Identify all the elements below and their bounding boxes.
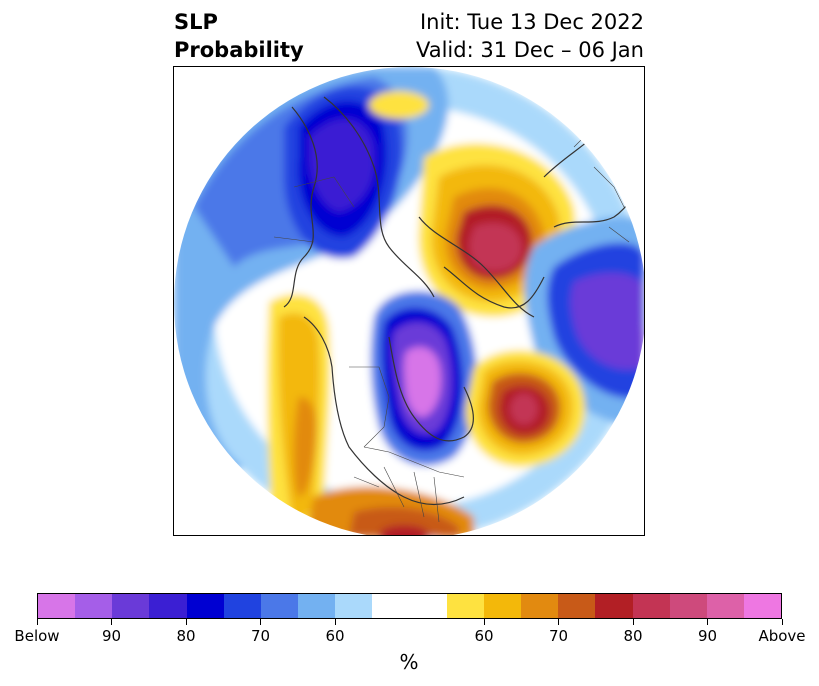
colorbar-segment bbox=[223, 594, 261, 618]
colorbar-tick bbox=[185, 619, 187, 625]
coast-siberia bbox=[283, 106, 318, 308]
colorbar-segment bbox=[372, 594, 410, 618]
coast-greenland bbox=[443, 266, 545, 309]
colorbar-segment bbox=[260, 594, 299, 618]
colorbar-tick bbox=[707, 619, 708, 625]
colorbar-segment bbox=[669, 594, 707, 618]
map-canvas bbox=[174, 67, 644, 535]
border-us-canada bbox=[363, 446, 465, 478]
colorbar-segment bbox=[75, 594, 113, 618]
colorbar bbox=[37, 593, 782, 619]
coast-arctic-islands bbox=[418, 216, 535, 318]
shading-top-60 bbox=[369, 91, 429, 119]
colorbar-tick bbox=[632, 619, 634, 625]
colorbar-tick bbox=[483, 619, 485, 625]
colorbar-segment bbox=[149, 594, 187, 618]
colorbar-tick-label: 90 bbox=[101, 627, 122, 645]
coast-west-na bbox=[303, 316, 465, 506]
colorbar-tick-label: 70 bbox=[548, 627, 569, 645]
colorbar-unit: % bbox=[399, 650, 419, 674]
title-line-1: SLP bbox=[174, 10, 218, 34]
shading-west-70 bbox=[293, 397, 317, 497]
border-canada bbox=[349, 366, 390, 448]
colorbar-tick-label: Below bbox=[14, 627, 60, 645]
shading-south-80 bbox=[379, 525, 429, 535]
colorbar-segment bbox=[706, 594, 744, 618]
colorbar-tick-label: 60 bbox=[325, 627, 345, 645]
colorbar-segment bbox=[112, 594, 150, 618]
colorbar-tick-label: 80 bbox=[623, 627, 643, 645]
title-line-2: Probability bbox=[174, 38, 304, 62]
coast-asia bbox=[323, 96, 435, 298]
colorbar-tick bbox=[111, 619, 112, 625]
init-time: Init: Tue 13 Dec 2022 bbox=[419, 10, 644, 34]
colorbar-segment bbox=[298, 594, 336, 618]
colorbar-tick-label: 80 bbox=[176, 627, 196, 645]
colorbar-segment bbox=[632, 594, 670, 618]
colorbar-segment bbox=[409, 594, 447, 618]
shading-na-below bbox=[404, 347, 442, 417]
polar-map bbox=[173, 66, 645, 536]
run-info: Init: Tue 13 Dec 2022 Valid: 31 Dec – 06… bbox=[416, 8, 644, 64]
shading-south-75 bbox=[349, 507, 459, 535]
shading-arctic-90 bbox=[469, 222, 523, 272]
colorbar-segment bbox=[743, 594, 782, 618]
valid-period: Valid: 31 Dec – 06 Jan bbox=[415, 38, 644, 62]
colorbar-segment bbox=[446, 594, 484, 618]
coast-hudson bbox=[388, 336, 474, 442]
colorbar-tick bbox=[260, 619, 261, 625]
colorbar-segment bbox=[335, 594, 373, 618]
colorbar-segment bbox=[521, 594, 559, 618]
shading-atl-85 bbox=[510, 393, 538, 425]
colorbar-segment bbox=[558, 594, 596, 618]
colorbar-tick bbox=[558, 619, 559, 625]
colorbar-tick bbox=[781, 619, 783, 625]
border-asia bbox=[273, 176, 355, 243]
colorbar-tick-label: Above bbox=[758, 627, 806, 645]
colorbar-tick bbox=[36, 619, 38, 625]
plot-title: SLP Probability bbox=[174, 8, 304, 64]
colorbar-tick-label: 60 bbox=[474, 627, 494, 645]
coastlines bbox=[283, 76, 644, 506]
border-us-states bbox=[353, 466, 440, 523]
borders bbox=[273, 126, 630, 523]
colorbar-tick bbox=[334, 619, 336, 625]
colorbar-segment bbox=[483, 594, 522, 618]
colorbar-tick-label: 90 bbox=[697, 627, 718, 645]
shading-east-90 bbox=[570, 272, 644, 370]
colorbar-segment bbox=[595, 594, 633, 618]
colorbar-tick-label: 70 bbox=[250, 627, 271, 645]
colorbar-segment bbox=[38, 594, 76, 618]
colorbar-segment bbox=[186, 594, 224, 618]
shading-pacific-90 bbox=[309, 118, 375, 212]
